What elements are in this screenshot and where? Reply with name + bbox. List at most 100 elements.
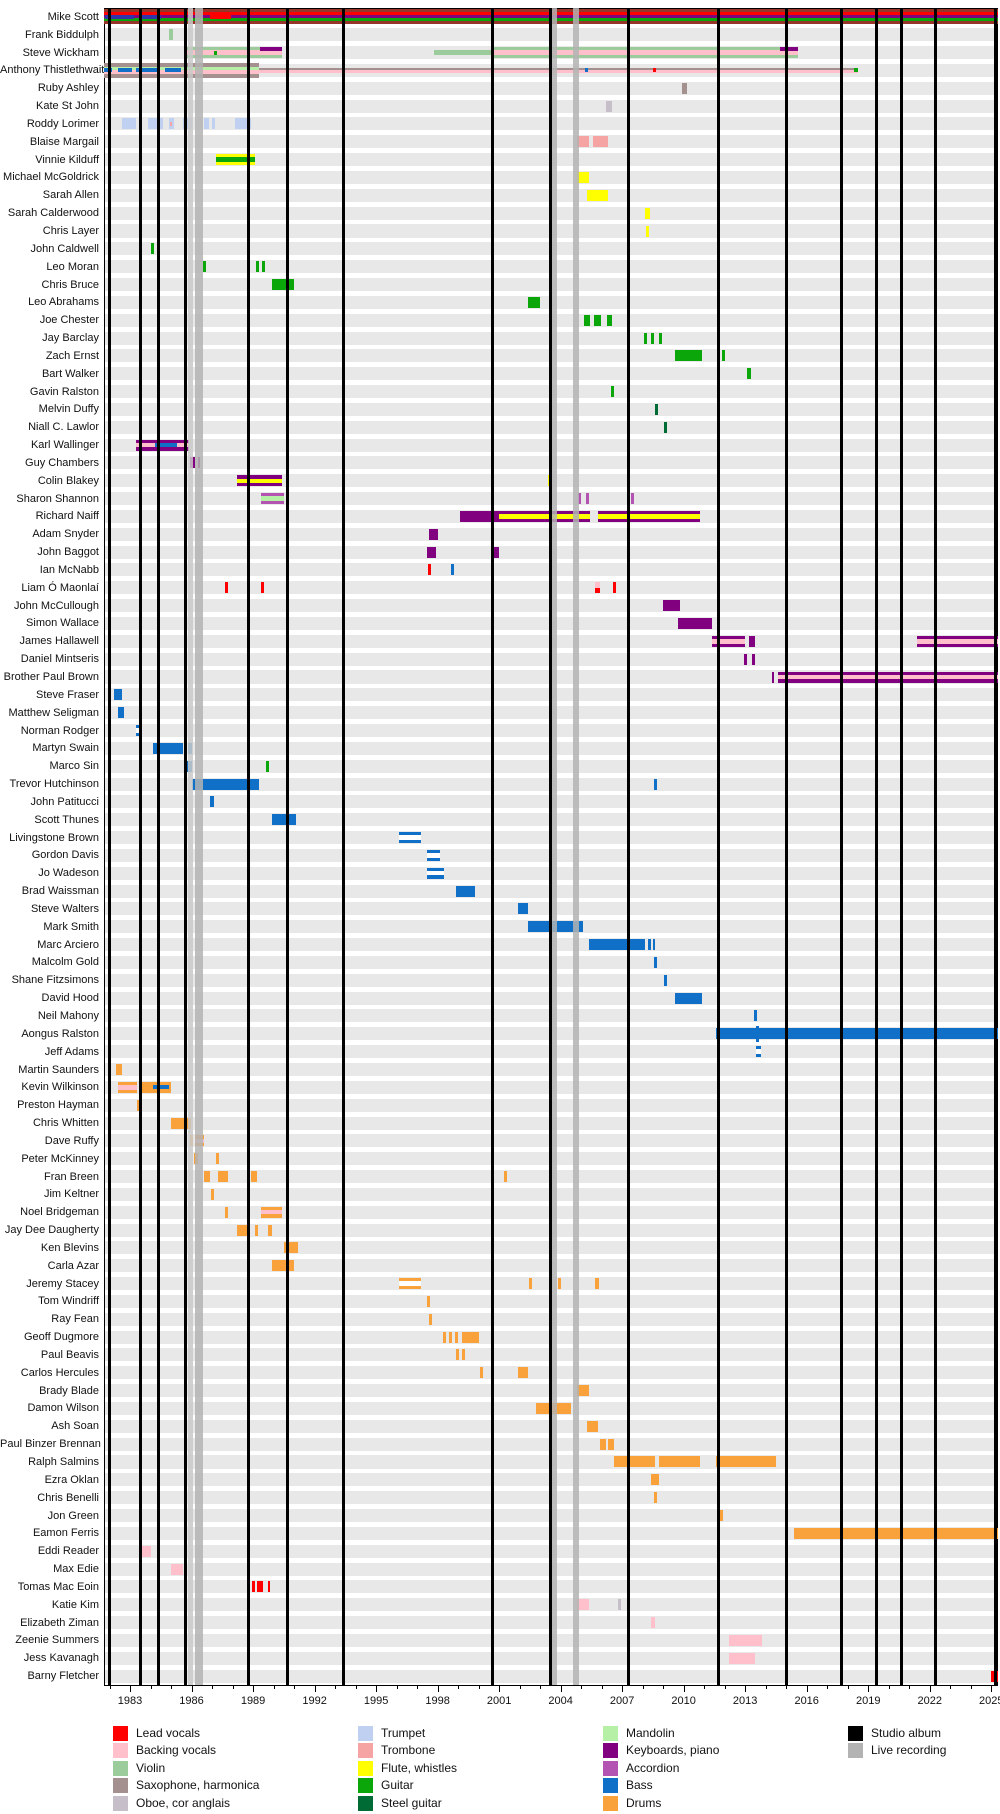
timeline-bar [681,82,687,94]
member-label: Carlos Hercules [20,1366,99,1379]
timeline-bar [645,225,649,237]
instrument-stripe-keys [136,439,190,443]
x-axis-minor-tick [642,1686,644,1689]
instrument-stripe-lead [268,1581,271,1593]
timeline-bar [216,154,256,166]
timeline-bar [427,867,444,879]
instrument-stripe-keys [499,518,591,522]
x-axis-major-tick [868,1686,870,1692]
timeline-bar [442,1331,446,1343]
legend-label: Accordion [626,1760,680,1775]
timeline-bar [283,1242,299,1254]
instrument-stripe-drums [653,1492,657,1504]
instrument-stripe-drums [599,1438,606,1450]
live-recording-band [552,8,557,1685]
instrument-stripe-violin [492,54,799,59]
timeline-bar [659,332,663,344]
x-axis-minor-tick [909,1686,911,1689]
instrument-stripe-keys [917,643,998,647]
timeline-bar [137,1099,141,1111]
instrument-stripe-drums [283,1242,299,1254]
timeline-bar [675,992,703,1004]
legend-label: Live recording [871,1743,947,1758]
instrument-stripe-keys [712,643,746,647]
member-label: Sarah Allen [42,189,99,202]
instrument-stripe-bass [664,974,668,986]
instrument-stripe-trombone [593,136,608,148]
timeline-bar [460,510,500,522]
legend-swatch-sax [113,1778,128,1794]
member-label: Norman Rodger [20,724,99,737]
instrument-stripe-bass [589,939,645,951]
member-label: John Patitucci [30,795,99,808]
instrument-stripe-backing [595,582,600,588]
instrument-stripe-keys [597,518,701,522]
x-axis-major-tick [314,1686,316,1692]
instrument-stripe-guitar [675,350,703,362]
instrument-stripe-violin [433,50,493,56]
studio-album-line [993,8,997,1685]
instrument-stripe-accordion [578,493,582,505]
member-label: Gordon Davis [31,849,99,862]
timeline-bar [644,207,650,219]
timeline-bar [631,493,635,505]
instrument-stripe-sax [104,74,260,78]
instrument-stripe-guitar [650,332,654,344]
instrument-stripe-backing [712,639,746,644]
member-label: Ken Blevins [40,1241,99,1254]
live-recording-band [572,8,580,1685]
instrument-stripe-backing [650,1617,655,1629]
studio-album-line [247,8,251,1685]
x-axis-major-tick [560,1686,562,1692]
member-label: Steve Fraser [36,688,99,701]
instrument-stripe-keys [677,617,713,629]
instrument-stripe-violin [185,54,282,59]
timeline-bar [594,314,601,326]
member-label: David Hood [41,992,99,1005]
instrument-stripe-backing [171,1563,184,1575]
studio-album-line [626,8,630,1685]
instrument-stripe-oboe [618,1599,622,1611]
instrument-stripe-violin [185,47,282,51]
instrument-stripe-bass [117,707,124,719]
timeline-bar [653,1492,657,1504]
instrument-stripe-bass [113,689,122,701]
member-label: Joe Chester [39,314,99,327]
timeline-bar [917,635,998,647]
studio-album-line [157,8,161,1685]
member-label: Adam Snyder [32,528,99,541]
instrument-stripe-bass [136,732,142,737]
x-axis-major-tick [376,1686,378,1692]
timeline-bar [171,1563,184,1575]
timeline-bar [251,1171,258,1183]
instrument-stripe-trombone [577,136,590,148]
member-label: Livingstone Brown [9,831,99,844]
member-label: Roddy Lorimer [26,117,99,130]
instrument-stripe-keys [427,546,436,558]
x-axis-minor-tick [171,1686,173,1689]
member-label: Blaise Margail [29,135,99,148]
x-axis-minor-tick [847,1686,849,1689]
x-axis-tick-label: 2022 [917,1695,942,1707]
instrument-stripe-trumpet [212,118,216,130]
instrument-stripe-drums [455,1331,459,1343]
instrument-stripe-guitar [659,332,663,344]
timeline-bar [185,760,192,772]
timeline-bar [650,1474,660,1486]
legend-label: Bass [626,1778,653,1793]
member-label: Leo Moran [46,260,99,273]
member-label: Gavin Ralston [29,385,99,398]
instrument-overlay-darkblue [140,14,161,19]
instrument-stripe-bass [653,778,657,790]
member-label: Richard Naiff [35,510,99,523]
instrument-stripe-drums [456,1349,460,1361]
instrument-stripe-flute [577,171,590,183]
instrument-stripe-drums [203,1171,210,1183]
instrument-stripe-drums [117,1089,138,1093]
timeline-bar [234,118,251,130]
timeline-bar [595,1278,599,1290]
member-label: Michael McGoldrick [3,171,99,184]
studio-album-line [138,8,142,1685]
x-axis-minor-tick [601,1686,603,1689]
instrument-stripe-accordion [261,493,284,497]
